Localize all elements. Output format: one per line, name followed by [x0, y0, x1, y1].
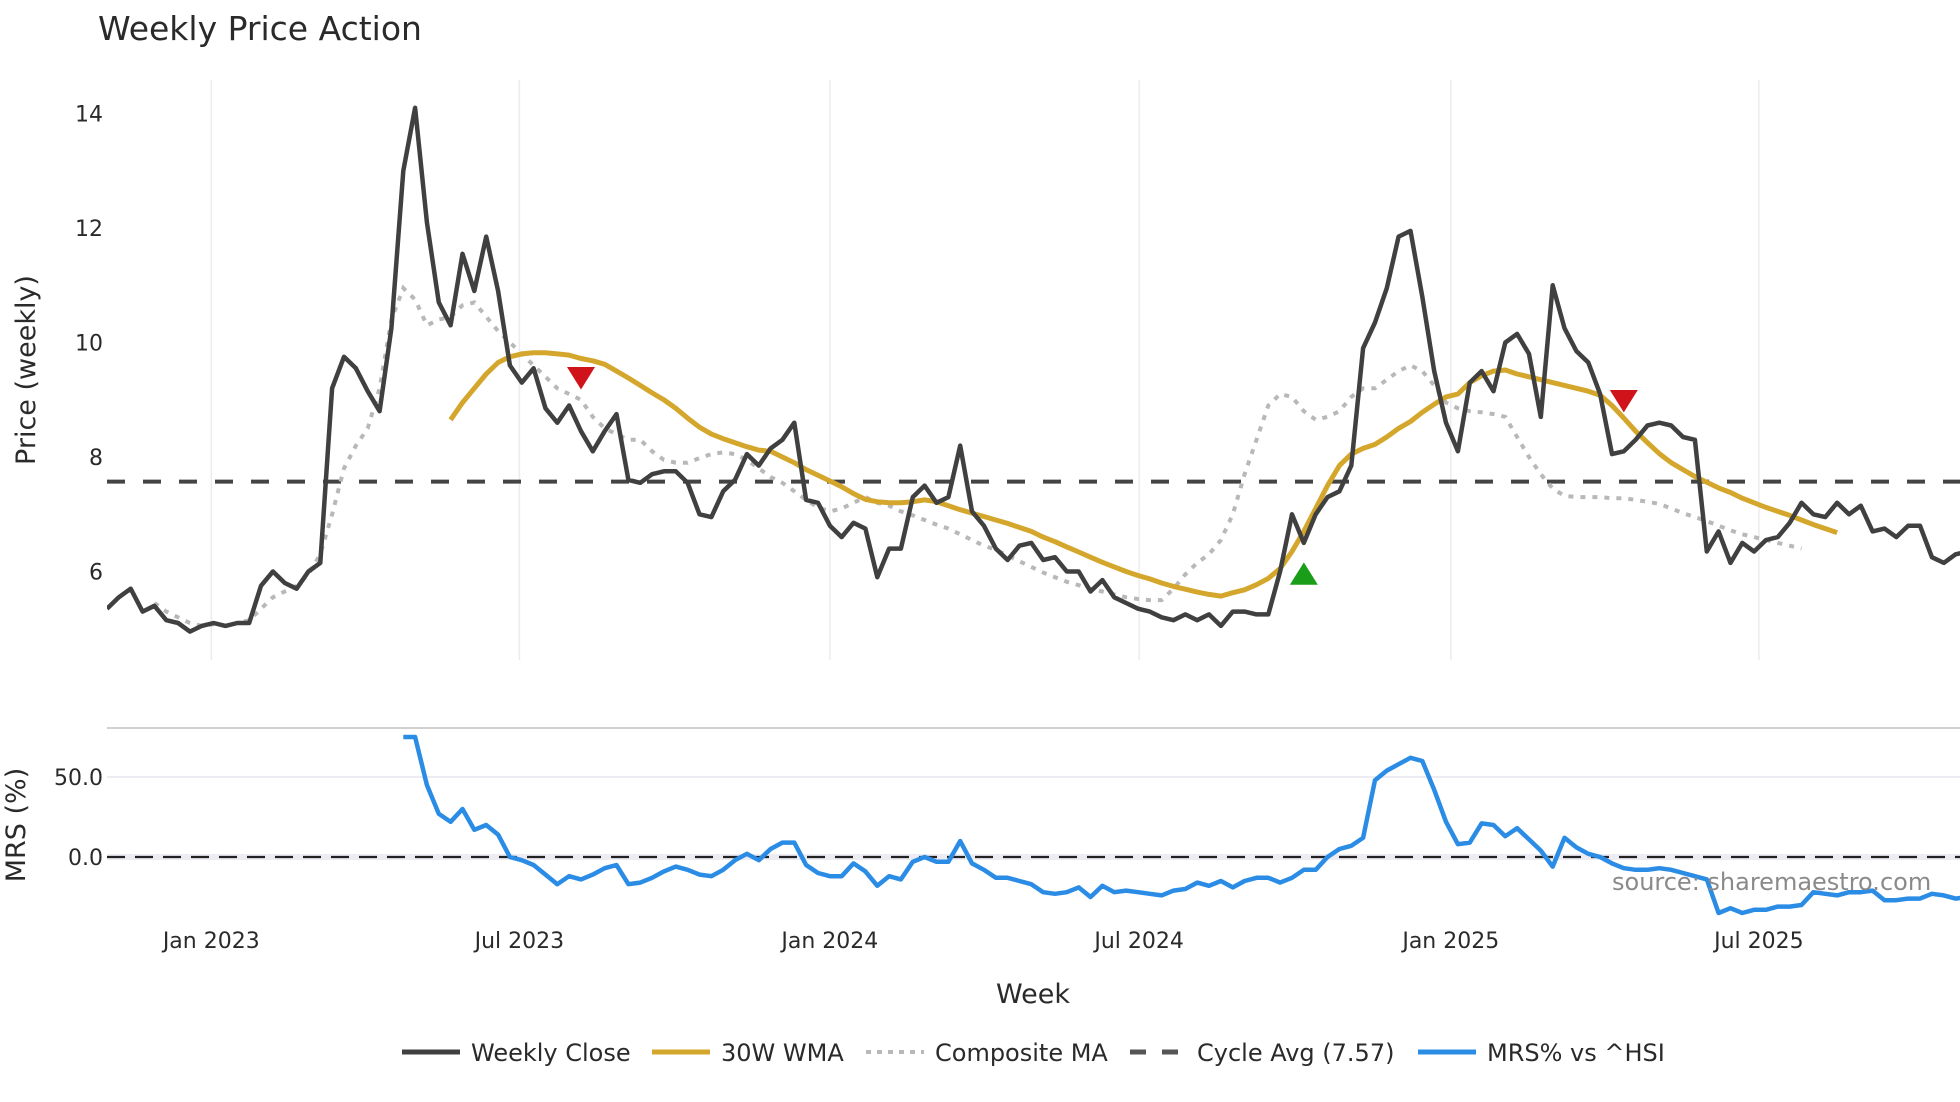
buy-signal-marker-icon — [1289, 562, 1318, 585]
legend-item: MRS% vs ^HSI — [1418, 1039, 1665, 1067]
30w-wma-line — [448, 350, 1838, 599]
mrs-vs-hsi-line — [403, 734, 1960, 916]
x-tick-label: Jul 2025 — [1712, 929, 1804, 954]
y-tick-labels: 6 8 10 12 14 0.0 50.0 — [54, 103, 103, 872]
sell-signal-marker-icon — [1609, 389, 1638, 413]
legend-item: Cycle Avg (7.57) — [1130, 1039, 1394, 1067]
x-axis-title: Week — [996, 979, 1070, 1010]
mrs-y-tick-label: 0.0 — [68, 846, 103, 871]
legend-label: Composite MA — [935, 1039, 1108, 1067]
price-y-tick-label: 6 — [89, 561, 103, 586]
price-y-tick-label: 10 — [75, 332, 103, 357]
signal-markers — [567, 367, 1638, 585]
weekly-close-line — [107, 105, 1960, 634]
price-axis-title: Price (weekly) — [11, 275, 42, 465]
legend-item: Weekly Close — [402, 1039, 631, 1067]
mrs-axis-title: MRS (%) — [1, 768, 32, 883]
x-tick-label: Jan 2025 — [1400, 929, 1499, 954]
x-tick-label: Jan 2023 — [161, 929, 260, 954]
x-tick-labels: Jan 2023 Jul 2023 Jan 2024 Jul 2024 Jan 2025… — [161, 929, 1804, 954]
price-y-tick-label: 12 — [75, 217, 103, 242]
legend-label: Cycle Avg (7.57) — [1197, 1039, 1394, 1067]
x-tick-label: Jul 2023 — [473, 929, 565, 954]
legend: Weekly Close 30W WMA Composite MA Cycle Avg… — [402, 1039, 1665, 1067]
sell-signal-marker-icon — [567, 367, 595, 390]
legend-item: 30W WMA — [652, 1039, 844, 1067]
source-annotation: source: sharemaestro.com — [1612, 868, 1931, 896]
gridlines — [107, 80, 1960, 860]
price-y-tick-label: 8 — [89, 446, 103, 471]
legend-item: Composite MA — [866, 1039, 1108, 1067]
legend-label: MRS% vs ^HSI — [1487, 1039, 1665, 1067]
price-y-tick-label: 14 — [75, 103, 103, 128]
chart-title: Weekly Price Action — [98, 9, 422, 48]
composite-ma-line — [153, 284, 1802, 628]
x-tick-label: Jan 2024 — [779, 929, 878, 954]
x-tick-label: Jul 2024 — [1092, 929, 1184, 954]
series-layer — [107, 105, 1960, 916]
mrs-y-tick-label: 50.0 — [54, 766, 103, 791]
legend-label: 30W WMA — [721, 1039, 844, 1067]
legend-label: Weekly Close — [471, 1039, 631, 1067]
